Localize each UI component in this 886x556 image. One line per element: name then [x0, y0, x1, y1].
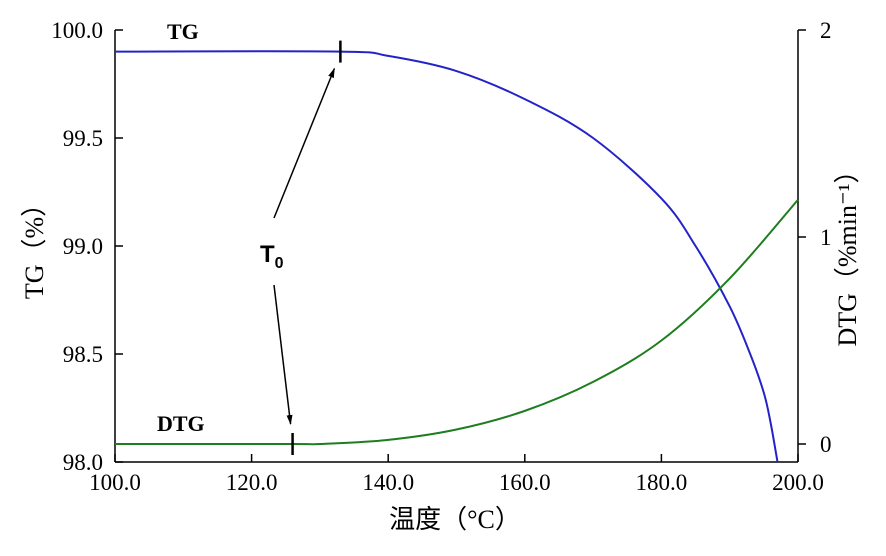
x-tick-label: 100.0: [89, 470, 141, 495]
x-tick-label: 140.0: [362, 470, 414, 495]
y-right-tick-label: 1: [820, 225, 832, 250]
x-tick-label: 120.0: [226, 470, 278, 495]
series-lines: [114, 50, 799, 463]
y-axis-left-title: TG（%）: [20, 191, 49, 299]
t0-label: T0: [260, 241, 284, 272]
x-tick-label: 200.0: [772, 470, 824, 495]
dtg-onset-arrow: [273, 284, 293, 425]
tick-labels: 100.0 120.0 140.0 160.0 180.0 200.0 98.0 98.5 99…: [51, 18, 831, 495]
x-axis-title: 温度（°C）: [389, 505, 521, 534]
x-tick-label: 180.0: [636, 470, 688, 495]
annotations: [273, 40, 342, 455]
tg-series-label: TG: [167, 19, 199, 44]
x-tick-label: 160.0: [499, 470, 551, 495]
y-left-tick-label: 99.0: [63, 234, 103, 259]
tg-onset-arrow: [273, 67, 336, 219]
y-right-tick-label: 2: [820, 18, 832, 43]
dtg-series-label: DTG: [157, 411, 205, 436]
t0-subscript: 0: [275, 255, 284, 272]
y-axis-right-title: DTG（%min⁻¹）: [833, 157, 862, 346]
tg-line: [114, 50, 779, 463]
ticks: [114, 29, 806, 463]
y-left-tick-label: 98.0: [63, 450, 103, 475]
y-left-tick-label: 100.0: [51, 18, 103, 43]
y-right-tick-label: 0: [820, 432, 832, 457]
y-left-tick-label: 98.5: [63, 342, 103, 367]
y-left-tick-label: 99.5: [63, 126, 103, 151]
dtg-line: [115, 199, 799, 446]
